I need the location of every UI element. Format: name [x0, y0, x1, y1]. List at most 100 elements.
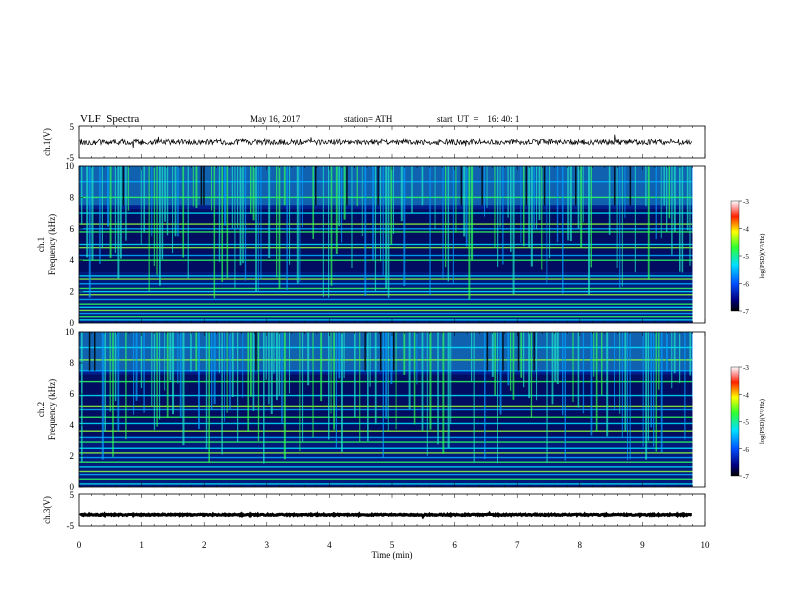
sferic-streak: [107, 166, 110, 227]
noise-band: [79, 452, 693, 456]
sferic-streak: [499, 166, 501, 228]
sferic-streak: [445, 166, 447, 268]
sferic-streak: [577, 332, 580, 408]
sferic-streak: [125, 332, 127, 440]
dark-streak: [533, 332, 535, 371]
sferic-streak: [143, 332, 145, 413]
x-tick-label: 2: [202, 540, 207, 550]
sferic-streak: [99, 166, 101, 264]
sferic-streak: [359, 332, 361, 442]
sferic-streak: [429, 166, 431, 295]
sferic-streak: [689, 166, 691, 266]
sferic-streak: [528, 166, 530, 248]
x-tick-label: 9: [640, 540, 645, 550]
sferic-streak: [530, 332, 533, 418]
sferic-streak: [606, 332, 609, 437]
x-tick-label: 5: [390, 540, 395, 550]
sferic-streak: [442, 166, 444, 278]
sferic-streak: [81, 332, 83, 463]
noise-band: [79, 448, 693, 453]
x-axis: 0 1 2 3 4 5 6 7 8 9 10 Time (min): [77, 540, 710, 560]
sferic-streak: [343, 332, 345, 379]
sferic-streak: [244, 166, 247, 281]
sferic-streak: [296, 166, 299, 284]
sferic-streak: [385, 166, 388, 289]
sferic-streak: [81, 166, 83, 225]
sferic-streak: [582, 166, 584, 223]
sferic-streak: [278, 166, 281, 290]
sferic-streak: [289, 166, 291, 265]
sferic-streak: [523, 332, 525, 388]
ch1-spectrogram-ytick: 4: [70, 255, 75, 265]
dark-streak: [614, 166, 616, 206]
ch2-spectrogram-channel-label: ch.2: [36, 402, 46, 417]
sferic-streak: [390, 332, 393, 385]
hum-line: [79, 309, 693, 312]
sferic-streak: [361, 166, 363, 237]
sferic-streak: [546, 332, 548, 463]
sferic-streak: [159, 332, 161, 420]
sferic-streak: [343, 166, 346, 220]
sferic-streak: [666, 166, 668, 232]
sferic-streak: [330, 332, 332, 414]
sferic-streak: [164, 166, 166, 222]
sferic-streak: [556, 332, 559, 385]
sferic-streak: [289, 332, 290, 394]
sferic-streak: [408, 332, 411, 410]
sferic-streak: [133, 332, 135, 415]
no-data-region: [692, 166, 705, 323]
colorbar-tick-label: -7: [743, 473, 749, 481]
sferic-streak: [593, 332, 595, 377]
sferic-streak: [140, 332, 143, 389]
noise-band: [79, 307, 693, 312]
ch2-spectrogram-ylabel: Frequency (kHz): [47, 379, 57, 440]
sferic-streak: [484, 332, 486, 460]
hum-line: [79, 461, 693, 463]
sferic-streak: [242, 332, 244, 398]
sferic-streak: [629, 332, 631, 460]
sferic-streak: [247, 332, 250, 432]
noise-band: [79, 291, 693, 296]
sferic-streak: [276, 166, 278, 278]
sferic-streak: [686, 166, 689, 231]
colorbar-tick-label: -3: [743, 364, 749, 372]
noise-band: [79, 467, 693, 472]
hum-line: [79, 290, 693, 293]
sferic-streak: [218, 166, 221, 262]
sferic-streak: [135, 332, 138, 401]
dark-streak: [315, 166, 317, 206]
hum-line: [79, 312, 693, 315]
dark-streak: [460, 166, 463, 206]
colorbar-tick-label: -5: [743, 419, 749, 427]
dark-streak: [346, 166, 348, 206]
sferic-streak: [273, 332, 275, 374]
sferic-streak: [179, 332, 182, 419]
sferic-streak: [393, 166, 395, 235]
sferic-streak: [182, 332, 185, 446]
ch1-series-line: [79, 134, 693, 149]
sferic-streak: [192, 166, 194, 207]
sferic-streak: [281, 332, 283, 423]
sferic-streak: [621, 166, 623, 287]
sferic-streak: [255, 166, 257, 292]
sferic-streak: [429, 332, 432, 430]
sferic-streak: [354, 332, 356, 418]
dark-streak: [122, 166, 125, 206]
sferic-streak: [231, 166, 233, 229]
dark-streak: [481, 166, 483, 206]
hum-line: [79, 422, 693, 425]
ch3-frame: [78, 493, 706, 527]
sferic-streak: [86, 166, 89, 258]
sferic-streak: [671, 332, 673, 389]
sferic-streak: [177, 166, 179, 237]
sferic-streak: [564, 332, 567, 461]
sferic-streak: [221, 332, 223, 455]
sferic-streak: [507, 166, 509, 218]
sferic-streak: [338, 166, 341, 227]
hum-line: [79, 452, 693, 454]
sferic-streak: [117, 332, 120, 432]
sferic-streak: [307, 332, 310, 386]
sferic-streak: [369, 332, 371, 387]
sferic-streak: [104, 332, 106, 432]
sferic-streak: [499, 332, 502, 415]
